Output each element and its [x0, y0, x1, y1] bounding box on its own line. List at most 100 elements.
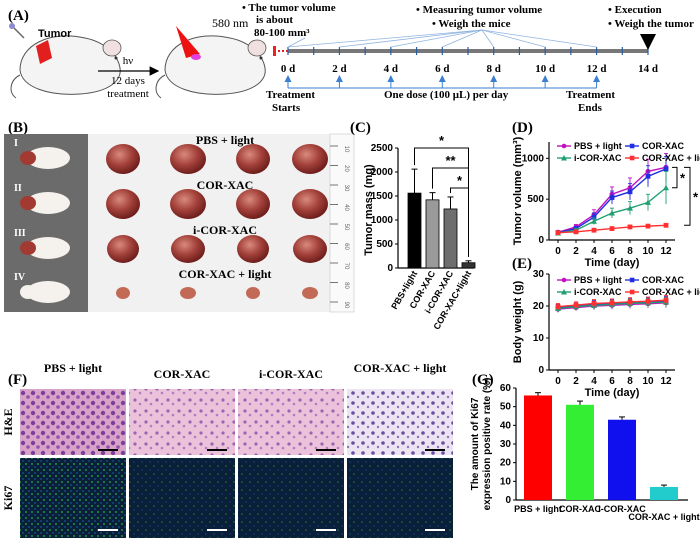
- laser-beam: [176, 26, 200, 58]
- note-execution: • Execution: [608, 4, 662, 16]
- chart-e-point: [573, 302, 579, 308]
- panel-label-e: (E): [512, 256, 532, 272]
- tumor-specimen: [107, 235, 139, 263]
- panel-label-b: (B): [8, 120, 28, 136]
- chart-e-x-tick-label: 8: [627, 376, 633, 387]
- chart-g-category-label: COR-XAC + light: [628, 512, 699, 522]
- chart-d-point: [609, 210, 615, 216]
- note-tumor-volume-line3: 80-100 mm³: [254, 27, 310, 39]
- chart-e-x-tick-label: 0: [555, 376, 561, 387]
- ruler-tick-label: 50: [343, 224, 349, 231]
- tumor-specimen: [237, 235, 269, 263]
- ki67-stain-image: [129, 458, 235, 538]
- ki67-stain-image: [20, 458, 126, 538]
- ki67-stain-image: [347, 458, 453, 538]
- treated-tumor-marker: [191, 54, 201, 60]
- chart-d-point: [645, 223, 651, 229]
- chart-g-category-label: i-COR-XAC: [598, 504, 646, 514]
- column-label: COR-XAC: [154, 367, 211, 381]
- chart-g-y-tick-label: 0: [505, 495, 511, 506]
- row-group-label: COR-XAC: [197, 178, 254, 192]
- tumor-specimen: [116, 287, 130, 299]
- chart-e-x-tick-label: 10: [642, 376, 654, 387]
- arrow-label-treatment: treatment: [107, 88, 149, 100]
- chart-d-x-tick-label: 0: [555, 246, 561, 257]
- timeline-day-label: 4 d: [384, 63, 398, 75]
- chart-d-x-tick-label: 6: [609, 246, 615, 257]
- treatment-ends-line2: Ends: [578, 102, 603, 114]
- chart-d-point: [663, 166, 669, 172]
- mouse-untreated-illustration: Tumor: [9, 23, 122, 99]
- tumor-specimen: [292, 144, 328, 174]
- chart-c-y-tick-label: 0: [387, 263, 393, 274]
- tumor-label: Tumor: [38, 28, 72, 40]
- column-label: i-COR-XAC: [259, 367, 323, 381]
- chart-d-point: [591, 214, 597, 220]
- tumor-specimen: [236, 144, 270, 174]
- chart-d-point: [663, 184, 669, 191]
- panel-e: (E) 0 10 20 30 0 2 4 6 8 10 12 Time (day) Body weigh…: [512, 256, 700, 399]
- chart-e-legend-marker: [629, 289, 635, 295]
- he-stain-image: [238, 389, 344, 455]
- chart-c-significance-mark: **: [445, 153, 456, 168]
- tumor-specimen: [293, 235, 327, 263]
- chart-d-point: [627, 224, 633, 230]
- ruler-tick-label: 80: [343, 282, 349, 289]
- chart-d-y-tick-label: 1000: [522, 153, 545, 164]
- row-label-he: H&E: [1, 408, 15, 435]
- panel-label-g: (G): [472, 372, 494, 388]
- tumor-specimen: [171, 235, 205, 263]
- mouse-photo: [26, 281, 70, 303]
- chart-e-y-tick-label: 0: [538, 365, 544, 376]
- chart-d-point: [555, 230, 561, 236]
- mouse-tumor-spot: [20, 151, 36, 165]
- tumor-specimen: [302, 287, 318, 299]
- chart-e-legend-marker: [561, 277, 567, 283]
- row-group-label: PBS + light: [196, 133, 254, 147]
- chart-c-bar: [443, 208, 458, 269]
- tumor-photo-rows: I PBS + light II COR-XAC III i-COR-XAC IV COR-X…: [14, 133, 328, 303]
- chart-d-y-tick-label: 0: [538, 235, 544, 246]
- note-weigh-mice: • Weigh the mice: [432, 18, 511, 30]
- measure-fan-line: [442, 29, 483, 48]
- chart-d-significance-mark: *: [680, 171, 686, 186]
- chart-e-x-tick-label: 6: [609, 376, 615, 387]
- chart-e-y-tick-label: 10: [533, 333, 545, 344]
- chart-g-bar: [524, 395, 552, 500]
- syringe-icon: [9, 23, 15, 29]
- treatment-starts-line1: Treatment: [266, 89, 315, 101]
- timeline-day-label: 8 d: [487, 63, 501, 75]
- tumor-specimen: [180, 287, 196, 299]
- volume-note-line: [287, 37, 306, 48]
- note-tumor-volume-line2: is about: [256, 14, 293, 26]
- laser-wavelength: 580 nm: [212, 16, 249, 30]
- row-roman-numeral: IV: [14, 272, 26, 283]
- note-tumor-volume-line1: • The tumor volume: [242, 2, 336, 14]
- chart-d-xlabel: Time (day): [585, 257, 640, 269]
- chart-e-legend-label: COR-XAC: [642, 275, 684, 285]
- chart-e-legend-marker: [629, 277, 635, 283]
- timeline-day-label: 14 d: [638, 63, 658, 75]
- chart-d-legend-label: PBS + light: [574, 141, 622, 151]
- timeline-day-label: 12 d: [587, 63, 607, 75]
- chart-d-legend-label: COR-XAC: [642, 141, 684, 151]
- mouse-tumor-spot: [20, 285, 36, 299]
- tumor-marker: [36, 40, 52, 64]
- panel-label-a: (A): [8, 8, 29, 24]
- chart-c-ylabel: Tumor mass (mg): [363, 164, 375, 256]
- panel-label-f: (F): [8, 372, 27, 388]
- chart-d-legend-label: COR-XAC + light: [642, 153, 700, 163]
- tumor-specimen: [236, 189, 270, 219]
- measure-fan-line: [481, 29, 546, 48]
- he-stain-image: [129, 389, 235, 455]
- he-stain-image: [20, 389, 126, 455]
- chart-d-point: [627, 205, 633, 211]
- chart-g-ylabel-line1: The amount of Ki67: [470, 397, 481, 490]
- treatment-ends-line1: Treatment: [566, 89, 615, 101]
- mouse-tumor-spot: [20, 241, 36, 255]
- histology-grid: PBS + light COR-XAC i-COR-XAC COR-XAC + lig…: [1, 361, 453, 538]
- ruler-tick-label: 10: [343, 146, 349, 153]
- arrow-label-days: 12 days: [111, 75, 145, 87]
- chart-e-x-tick-label: 4: [591, 376, 597, 387]
- row-roman-numeral: I: [14, 138, 18, 149]
